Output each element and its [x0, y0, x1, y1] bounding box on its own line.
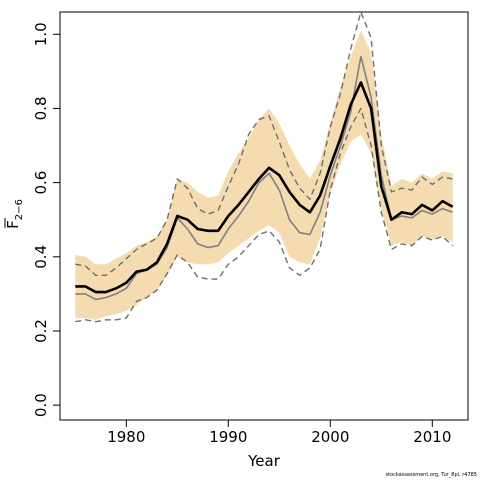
x-axis-label: Year: [247, 452, 281, 470]
y-tick-label: 1.0: [32, 22, 50, 46]
series-upper-bound-line: [75, 12, 453, 277]
plot-frame: [59, 11, 469, 421]
x-tick-label: 2010: [413, 428, 451, 446]
y-axis-label-sub: 2−6: [14, 199, 25, 220]
svg-text:F2−6: F2−6: [4, 199, 25, 229]
x-tick-label: 1980: [107, 428, 145, 446]
y-tick-label: 0.4: [32, 245, 50, 269]
x-tick-label: 1990: [209, 428, 247, 446]
y-tick-label: 0.6: [32, 171, 50, 195]
plot-area: 1980 1990 2000 2010 0.0 0.2 0.4 0.6 0.8 1.0: [32, 11, 469, 446]
y-tick-label: 0.2: [32, 319, 50, 343]
x-tick-label: 2000: [311, 428, 349, 446]
series-estimate-line: [75, 81, 454, 294]
plot-series-group: [75, 12, 454, 323]
footer-credit: stockassessment.org, Tur_8pi, r4785: [385, 472, 477, 478]
y-tick-label: 0.8: [32, 97, 50, 121]
y-axis-label: F2−6: [4, 199, 25, 229]
y-axis-label-main: F: [4, 220, 22, 229]
series-lower-bound-line: [75, 107, 454, 323]
y-tick-label: 0.0: [32, 393, 50, 417]
